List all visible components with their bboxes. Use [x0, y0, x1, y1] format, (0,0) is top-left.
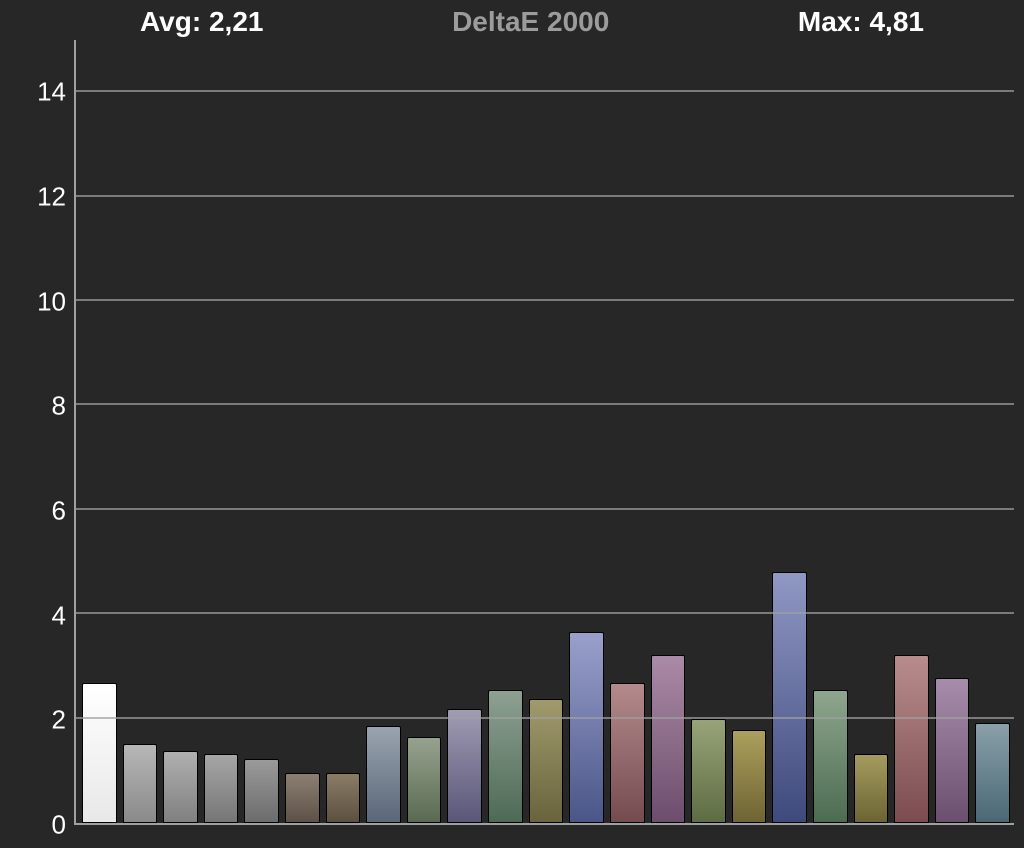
chart-header: Avg: 2,21 DeltaE 2000 Max: 4,81 [0, 4, 1024, 40]
bar-2 [163, 751, 198, 823]
bar-9 [447, 709, 482, 823]
gridline [76, 195, 1014, 197]
ytick-label: 2 [16, 705, 66, 736]
gridline [76, 299, 1014, 301]
bar-5 [285, 773, 320, 823]
gridline [76, 612, 1014, 614]
bar-7 [366, 726, 401, 823]
gridline [76, 508, 1014, 510]
bar-3 [204, 754, 239, 823]
ytick-label: 0 [16, 810, 66, 841]
ytick-label: 12 [16, 182, 66, 213]
ytick-label: 4 [16, 600, 66, 631]
bar-10 [488, 690, 523, 823]
max-label: Max: 4,81 [798, 6, 924, 38]
bar-8 [407, 737, 442, 823]
ytick-label: 8 [16, 391, 66, 422]
avg-label: Avg: 2,21 [140, 6, 263, 38]
bar-19 [854, 754, 889, 823]
bar-22 [975, 723, 1010, 823]
gridline [76, 90, 1014, 92]
plot-area [74, 40, 1014, 825]
gridline [76, 403, 1014, 405]
bar-15 [691, 719, 726, 823]
bar-6 [326, 773, 361, 823]
bar-4 [244, 759, 279, 823]
bar-18 [813, 690, 848, 823]
bar-13 [610, 683, 645, 823]
ytick-label: 14 [16, 77, 66, 108]
chart-title: DeltaE 2000 [452, 6, 609, 38]
bar-14 [651, 655, 686, 823]
gridline [76, 717, 1014, 719]
bar-17 [772, 572, 807, 823]
bar-21 [935, 678, 970, 823]
ytick-label: 10 [16, 286, 66, 317]
bars-group [82, 40, 1014, 823]
deltae-chart: Avg: 2,21 DeltaE 2000 Max: 4,81 0 2 4 6 8 10 1… [0, 0, 1024, 848]
bar-16 [732, 730, 767, 823]
bar-12 [569, 632, 604, 823]
ytick-label: 6 [16, 496, 66, 527]
bar-20 [894, 655, 929, 823]
bar-0 [82, 683, 117, 823]
bar-1 [123, 744, 158, 823]
